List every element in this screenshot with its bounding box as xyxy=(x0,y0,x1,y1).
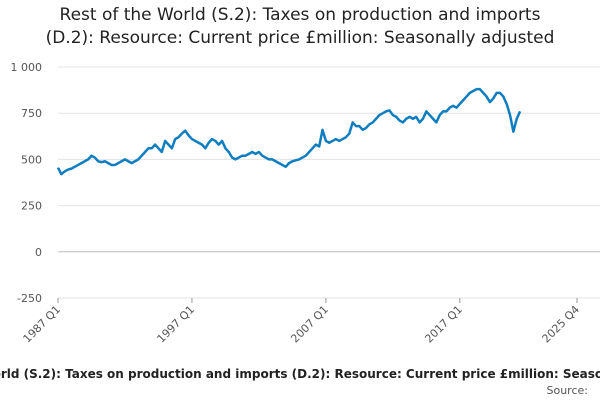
x-tick-label: 2007 Q1 xyxy=(288,303,331,346)
y-tick-label: 1 000 xyxy=(11,61,43,74)
y-tick-label: 250 xyxy=(21,200,42,213)
data-line xyxy=(56,87,522,176)
source: Source: xyxy=(547,384,589,397)
chart-title: Rest of the World (S.2): Taxes on produc… xyxy=(60,5,541,25)
x-tick-label: 2017 Q1 xyxy=(422,303,465,346)
y-tick-label: 750 xyxy=(21,107,42,120)
chart-title: (D.2): Resource: Current price £million:… xyxy=(46,28,555,48)
y-tick-label: 500 xyxy=(21,153,42,166)
caption: Rest of the World (S.2): Taxes on produc… xyxy=(0,367,600,381)
y-tick-label: -250 xyxy=(17,292,42,305)
y-tick-label: 0 xyxy=(35,246,42,259)
x-tick-label: 1997 Q1 xyxy=(155,303,198,346)
x-tick-label: 2025 Q4 xyxy=(540,303,583,346)
x-tick-label: 1987 Q1 xyxy=(21,303,64,346)
